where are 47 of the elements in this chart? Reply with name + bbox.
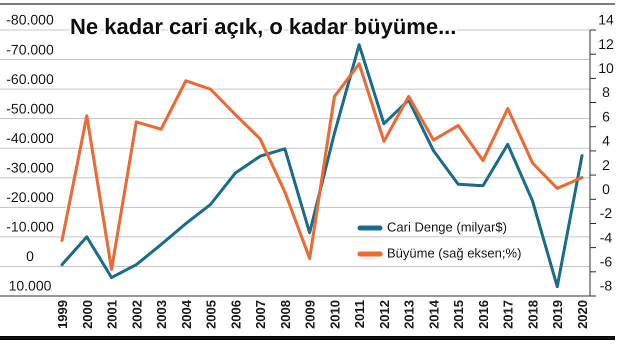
legend-label: Cari Denge (milyar$) [387, 219, 507, 234]
x-tick-label: 2019 [550, 300, 566, 329]
y-tick-label: -50.000 [6, 100, 54, 116]
y-tick-label: -80.000 [6, 12, 54, 28]
y2-tick-label: 8 [602, 84, 610, 100]
x-tick-label: 2014 [426, 299, 442, 329]
y-tick-label: -60.000 [6, 70, 54, 87]
legend-label: Büyüme (sağ eksen;%) [387, 245, 522, 260]
y2-tick-label: 0 [602, 180, 610, 197]
x-tick-label: 2018 [525, 300, 540, 329]
x-tick-label: 2015 [451, 300, 466, 329]
y2-tick-label: 4 [602, 132, 610, 149]
x-tick-label: 2009 [302, 300, 318, 329]
y2-tick-label: 10 [598, 60, 614, 76]
x-tick-label: 2006 [228, 300, 244, 329]
y-tick-label: -40.000 [6, 130, 54, 146]
chart-title: Ne kadar cari açık, o kadar büyüme... [70, 14, 456, 39]
y-tick-label: 10.000 [8, 278, 52, 294]
y2-tick-label: 2 [602, 156, 610, 173]
x-tick-label: 2004 [178, 299, 194, 329]
x-tick-label: 2002 [129, 300, 144, 329]
x-tick-label: 2008 [278, 300, 293, 329]
y2-tick-label: -6 [600, 254, 612, 270]
y-tick-label: -30.000 [6, 159, 54, 176]
x-tick-label: 2011 [352, 300, 368, 328]
y-tick-label: -10.000 [6, 218, 54, 235]
y2-tick-label: -2 [600, 205, 612, 222]
x-tick-label: 2005 [204, 300, 219, 329]
x-tick-label: 2001 [104, 300, 120, 329]
x-tick-label: 2007 [253, 300, 268, 329]
x-tick-label: 2017 [500, 300, 516, 329]
x-tick-label: 2010 [327, 300, 342, 329]
x-tick-label: 2003 [154, 300, 170, 329]
y2-tick-label: 12 [598, 36, 614, 52]
x-tick-label: 2013 [402, 300, 417, 329]
y-tick-label: -20.000 [6, 189, 54, 206]
y2-tick-label: 6 [602, 108, 610, 124]
x-tick-label: 2016 [476, 300, 491, 329]
x-tick-label: 1999 [55, 300, 70, 329]
y2-tick-label: -8 [600, 278, 612, 294]
x-tick-label: 2000 [80, 300, 95, 329]
y2-tick-label: 14 [598, 12, 614, 28]
y-tick-label: 0 [26, 248, 34, 264]
x-tick-label: 2020 [575, 300, 590, 329]
y2-tick-label: -4 [600, 229, 612, 246]
x-tick-label: 2012 [376, 300, 392, 329]
y-tick-label: -70.000 [6, 41, 54, 58]
